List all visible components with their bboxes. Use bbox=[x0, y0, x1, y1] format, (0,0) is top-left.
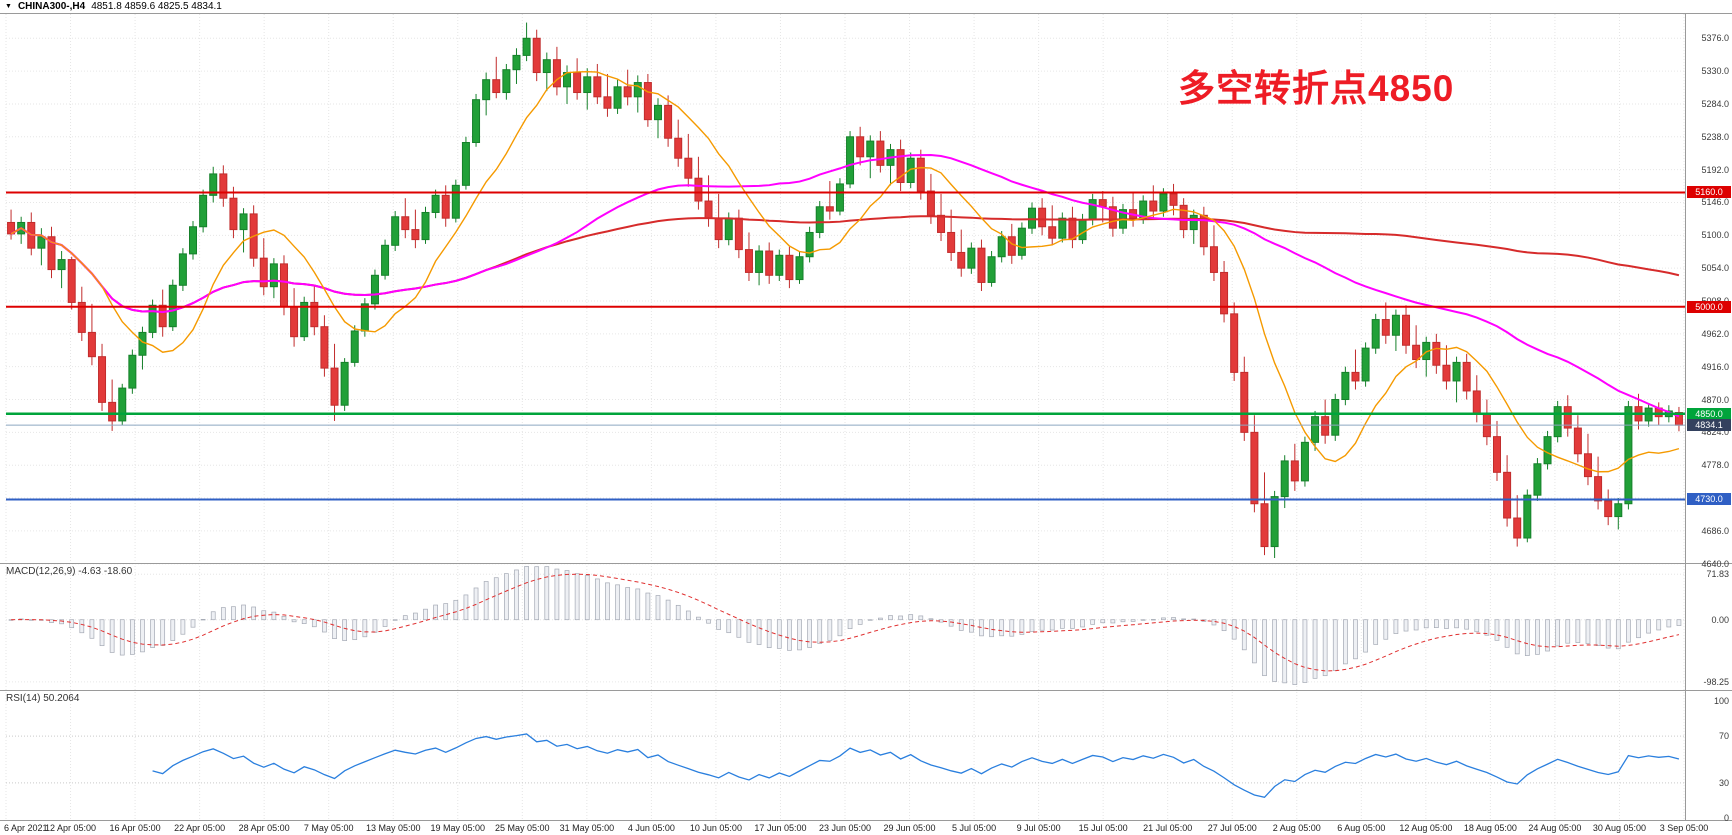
time-axis-label: 6 Apr 2021 bbox=[4, 823, 48, 833]
symbol-dropdown-icon[interactable]: ▼ bbox=[5, 2, 12, 10]
price-axis-label: 4686.0 bbox=[1701, 525, 1729, 536]
time-axis-label: 19 May 05:00 bbox=[430, 823, 486, 833]
time-axis-label: 16 Apr 05:00 bbox=[109, 823, 161, 833]
price-axis-label: 4962.0 bbox=[1701, 328, 1729, 339]
annotation-text: 多空转折点4850 bbox=[1178, 68, 1455, 109]
time-axis-label: 13 May 05:00 bbox=[365, 823, 421, 833]
time-axis-label: 10 Jun 05:00 bbox=[689, 823, 742, 833]
macd-axis-label: 0.00 bbox=[1711, 614, 1729, 625]
price-axis-label: 4640.0 bbox=[1701, 558, 1729, 569]
macd-indicator-label: MACD(12,26,9) -4.63 -18.60 bbox=[6, 566, 133, 577]
price-axis-label: 5054.0 bbox=[1701, 263, 1729, 274]
time-axis-label: 18 Aug 05:00 bbox=[1463, 823, 1517, 833]
time-axis-label: 4 Jun 05:00 bbox=[627, 823, 675, 833]
rsi-axis-label: 0 bbox=[1723, 813, 1729, 823]
price-axis-label: 4916.0 bbox=[1701, 361, 1729, 372]
time-axis-label: 6 Aug 05:00 bbox=[1337, 823, 1386, 833]
price-axis-label: 4778.0 bbox=[1701, 460, 1729, 471]
time-axis-label: 30 Aug 05:00 bbox=[1592, 823, 1646, 833]
rsi-indicator-label: RSI(14) 50.2064 bbox=[6, 693, 80, 704]
time-axis-label: 21 Jul 05:00 bbox=[1143, 823, 1193, 833]
time-axis-label: 24 Aug 05:00 bbox=[1528, 823, 1582, 833]
time-axis-label: 7 May 05:00 bbox=[303, 823, 354, 833]
time-axis-label: 23 Jun 05:00 bbox=[818, 823, 872, 833]
chart-title-bar: ▼ CHINA300-,H4 4851.8 4859.6 4825.5 4834… bbox=[0, 0, 1732, 14]
price-axis-label: 4870.0 bbox=[1701, 394, 1729, 405]
time-axis-label: 28 Apr 05:00 bbox=[238, 823, 290, 833]
macd-axis-label: 71.83 bbox=[1706, 569, 1729, 580]
price-level-badge: 4730.0 bbox=[1687, 493, 1731, 506]
price-level-badge: 5160.0 bbox=[1687, 186, 1731, 199]
price-level-badge: 4834.1 bbox=[1687, 419, 1731, 432]
price-level-badge: 4850.0 bbox=[1687, 407, 1731, 420]
rsi-axis-label: 30 bbox=[1718, 777, 1729, 788]
time-axis-label: 12 Aug 05:00 bbox=[1399, 823, 1453, 833]
time-axis-label: 27 Jul 05:00 bbox=[1207, 823, 1257, 833]
time-axis-label: 3 Sep 05:00 bbox=[1659, 823, 1709, 833]
time-axis-label: 31 May 05:00 bbox=[559, 823, 615, 833]
price-axis-label: 4824.0 bbox=[1701, 427, 1729, 438]
time-axis-label: 17 Jun 05:00 bbox=[754, 823, 807, 833]
price-axis-label: 5100.0 bbox=[1701, 230, 1729, 241]
rsi-axis-label: 100 bbox=[1713, 696, 1729, 706]
symbol-timeframe-label: CHINA300-,H4 bbox=[17, 1, 86, 12]
price-axis-label: 5330.0 bbox=[1701, 66, 1729, 77]
time-axis-label: 22 Apr 05:00 bbox=[174, 823, 226, 833]
price-axis-label: 5376.0 bbox=[1701, 33, 1729, 44]
time-axis-label: 5 Jul 05:00 bbox=[952, 823, 997, 833]
price-axis-label: 5192.0 bbox=[1701, 164, 1729, 175]
macd-axis-label: -98.25 bbox=[1703, 676, 1729, 687]
price-level-badge: 5000.0 bbox=[1687, 300, 1731, 313]
time-axis-label: 2 Aug 05:00 bbox=[1272, 823, 1321, 833]
price-axis-label: 5238.0 bbox=[1701, 131, 1729, 142]
time-axis-label: 9 Jul 05:00 bbox=[1016, 823, 1061, 833]
price-axis-label: 5284.0 bbox=[1701, 98, 1729, 109]
price-axis-label: 5146.0 bbox=[1701, 197, 1729, 208]
time-axis-label: 25 May 05:00 bbox=[495, 823, 550, 833]
time-axis-label: 29 Jun 05:00 bbox=[883, 823, 936, 833]
time-axis-label: 15 Jul 05:00 bbox=[1078, 823, 1128, 833]
ohlc-values: 4851.8 4859.6 4825.5 4834.1 bbox=[91, 1, 222, 12]
time-axis-label: 12 Apr 05:00 bbox=[45, 823, 97, 833]
rsi-axis-label: 70 bbox=[1718, 731, 1729, 742]
